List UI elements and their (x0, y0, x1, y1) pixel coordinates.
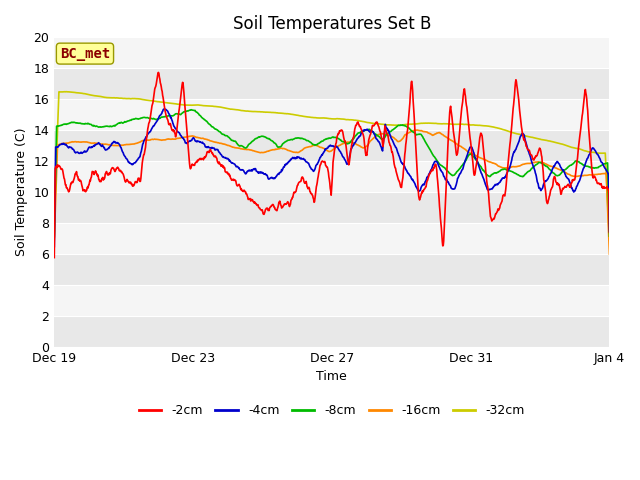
Bar (54, 223, 609, 254)
Legend: -2cm, -4cm, -8cm, -16cm, -32cm: -2cm, -4cm, -8cm, -16cm, -32cm (134, 399, 530, 422)
Bar (54, 130, 609, 161)
Bar (54, 99, 609, 130)
X-axis label: Time: Time (317, 370, 348, 383)
Title: Soil Temperatures Set B: Soil Temperatures Set B (233, 15, 431, 33)
Bar (54, 316, 609, 347)
Bar (54, 68, 609, 99)
Bar (54, 161, 609, 192)
Text: BC_met: BC_met (60, 47, 110, 60)
Bar (54, 254, 609, 285)
Y-axis label: Soil Temperature (C): Soil Temperature (C) (15, 128, 28, 256)
Bar (54, 285, 609, 316)
Bar (54, 37, 609, 68)
Bar (54, 192, 609, 223)
